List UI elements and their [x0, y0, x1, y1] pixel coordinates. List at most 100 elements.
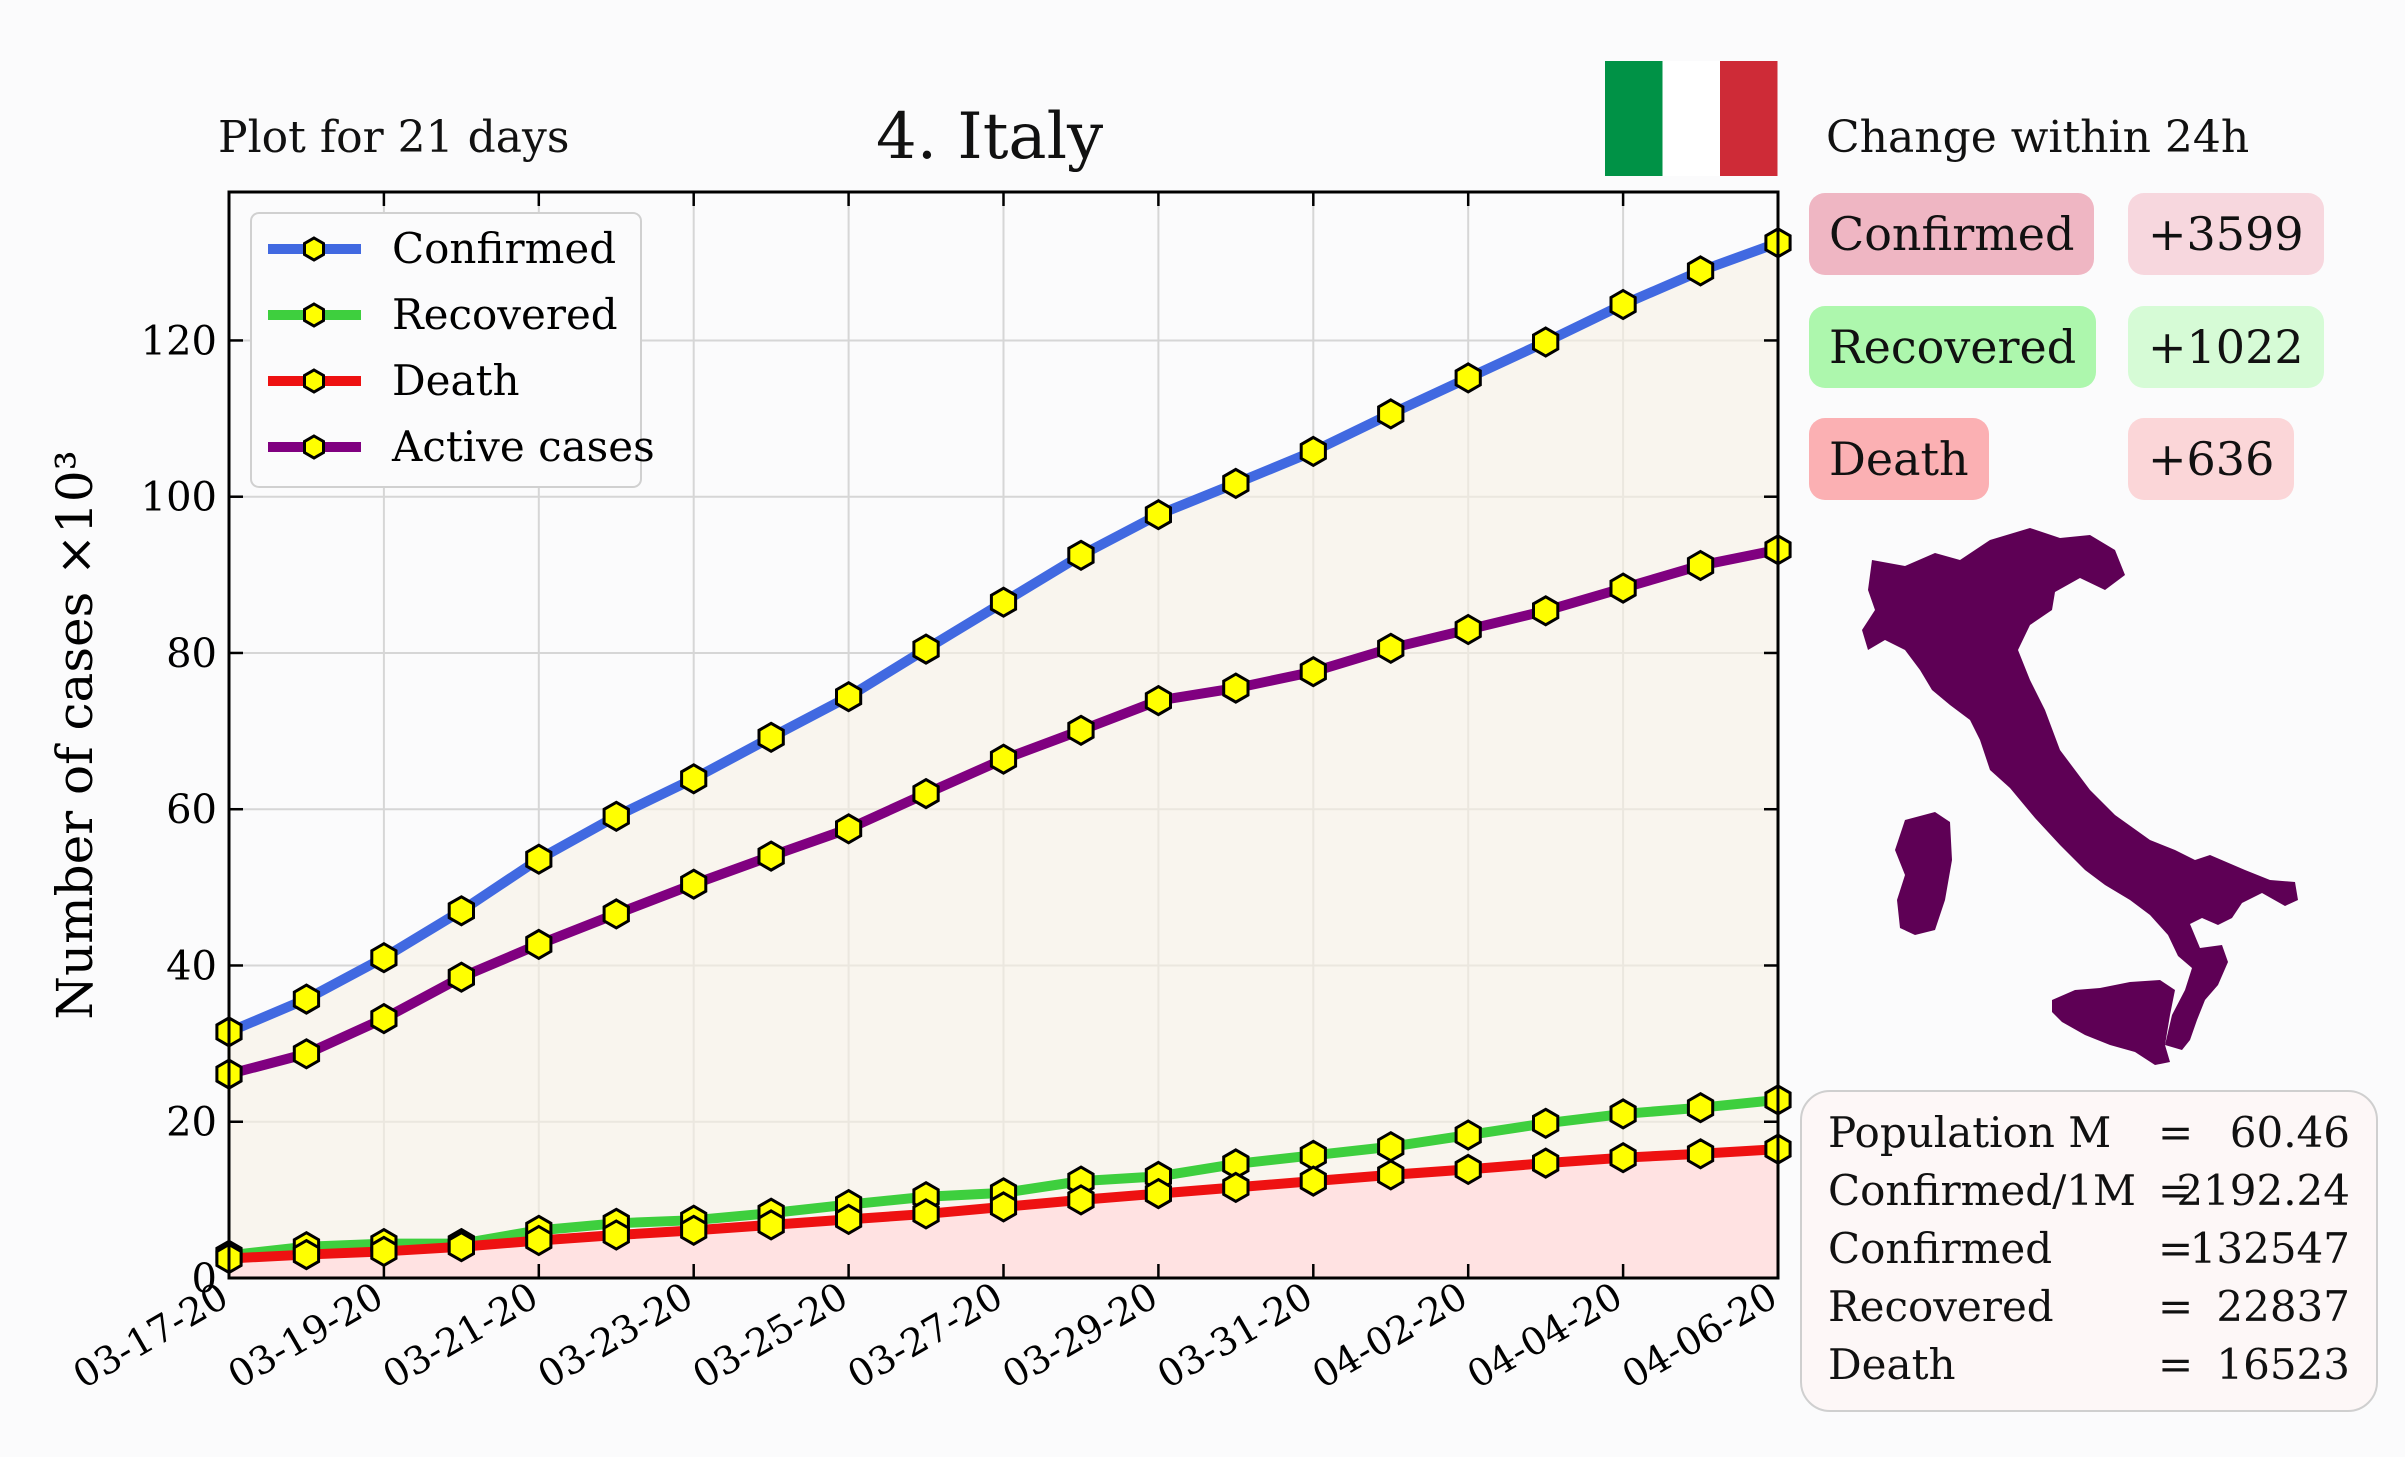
data-point	[680, 1214, 708, 1247]
data-point	[525, 843, 553, 875]
y-tick-label: 40	[166, 943, 217, 989]
stat-row-confirmed-per-million: Confirmed/1M = 2192.24	[1828, 1162, 2350, 1220]
data-point	[1067, 714, 1095, 747]
data-point	[370, 1002, 398, 1035]
data-point	[292, 1038, 321, 1070]
data-point	[1686, 1138, 1715, 1170]
legend-marker	[303, 368, 325, 394]
data-point	[447, 961, 475, 993]
stat-value: 22837	[2216, 1282, 2350, 1331]
data-point	[835, 680, 863, 713]
legend-label: Death	[392, 356, 520, 405]
stat-row-death: Death = 16523	[1828, 1336, 2350, 1394]
data-point	[1454, 1153, 1482, 1186]
data-point	[525, 928, 553, 961]
data-point	[447, 1230, 475, 1263]
stat-value: 60.46	[2229, 1108, 2350, 1157]
data-point	[912, 633, 940, 665]
stat-row-recovered: Recovered = 22837	[1828, 1278, 2350, 1336]
data-point	[989, 743, 1018, 775]
x-tick-label: 03-19-20	[221, 1274, 391, 1397]
legend-label: Active cases	[391, 422, 655, 471]
stat-value: 132547	[2189, 1224, 2350, 1273]
flag-stripe	[1662, 61, 1720, 176]
data-point	[1454, 613, 1482, 646]
series-markers	[215, 227, 1792, 1275]
data-point	[1686, 255, 1715, 287]
data-point	[1144, 498, 1172, 531]
stat-label: Recovered	[1828, 1282, 2054, 1331]
chart-subtitle: Plot for 21 days	[218, 112, 570, 163]
x-tick-label: 03-17-20	[66, 1274, 236, 1397]
data-point	[912, 777, 940, 810]
data-point	[835, 1203, 863, 1236]
data-point	[370, 1235, 398, 1268]
legend-marker	[303, 434, 325, 460]
legend-label: Recovered	[392, 290, 618, 339]
data-point	[1299, 1139, 1327, 1172]
data-point	[1609, 1098, 1637, 1130]
stat-label: Population M	[1828, 1108, 2112, 1157]
data-point	[757, 721, 785, 754]
death-change-value: +636	[2128, 418, 2295, 500]
stat-equals: =	[2158, 1282, 2194, 1331]
x-tick-label: 04-06-20	[1615, 1274, 1785, 1397]
data-point	[1299, 1165, 1327, 1197]
data-point	[1609, 1141, 1637, 1174]
y-tick-label: 100	[141, 475, 217, 521]
x-tick-label: 04-02-20	[1305, 1274, 1475, 1397]
data-point	[1532, 1147, 1560, 1179]
x-tick-label: 03-25-20	[685, 1274, 855, 1397]
data-point	[525, 1224, 553, 1257]
data-point	[1144, 1177, 1172, 1210]
sicily	[2052, 980, 2175, 1065]
data-point	[1299, 435, 1327, 468]
y-tick-label: 80	[166, 631, 217, 677]
data-point	[1686, 1091, 1715, 1124]
data-point	[1377, 1130, 1405, 1163]
confirmed-change-value: +3599	[2128, 193, 2324, 275]
data-point	[447, 895, 475, 927]
italy-flag	[1605, 61, 1778, 176]
x-tick-label: 03-21-20	[375, 1274, 545, 1397]
data-point	[1532, 326, 1560, 358]
x-tick-label: 03-29-20	[995, 1274, 1165, 1397]
data-point	[1532, 1107, 1560, 1140]
stat-equals: =	[2158, 1340, 2194, 1389]
data-point	[1222, 672, 1250, 704]
legend-marker	[303, 236, 325, 262]
recovered-change-value: +1022	[2128, 306, 2324, 388]
data-point	[989, 586, 1018, 618]
x-tick-label: 03-27-20	[840, 1274, 1010, 1397]
data-point	[1454, 362, 1482, 394]
x-tick-label: 03-23-20	[530, 1274, 700, 1397]
data-point	[1609, 288, 1637, 321]
data-point	[292, 983, 321, 1015]
x-tick-label: 03-31-20	[1150, 1274, 1320, 1397]
legend-marker	[303, 302, 325, 328]
data-point	[1377, 1159, 1405, 1191]
plot-axes	[227, 190, 1780, 1280]
italy-map-icon	[1862, 528, 2298, 1065]
y-axis-label: Number of cases ×10³	[46, 450, 104, 1019]
italy-mainland	[1862, 528, 2298, 1050]
stat-row-confirmed: Confirmed = 132547	[1828, 1220, 2350, 1278]
data-point	[602, 1219, 630, 1251]
y-tick-label: 60	[166, 787, 217, 833]
stat-row-population: Population M = 60.46	[1828, 1104, 2350, 1162]
data-point	[1299, 655, 1327, 688]
stat-value: 2192.24	[2176, 1166, 2350, 1215]
data-point	[912, 1198, 940, 1230]
chart-legend: Confirmed Recovered Death Active cases	[250, 212, 655, 488]
stat-label: Confirmed/1M	[1828, 1166, 2137, 1215]
y-tick-label: 120	[141, 318, 217, 364]
country-stats-box: Population M = 60.46 Confirmed/1M = 2192…	[1800, 1090, 2378, 1412]
chart-title: 4. Italy	[876, 100, 1104, 174]
data-point	[835, 813, 863, 845]
flag-stripe	[1720, 61, 1778, 176]
data-point	[1686, 549, 1715, 582]
data-point	[1377, 398, 1405, 430]
stat-equals: =	[2158, 1108, 2194, 1157]
data-point	[602, 898, 630, 930]
